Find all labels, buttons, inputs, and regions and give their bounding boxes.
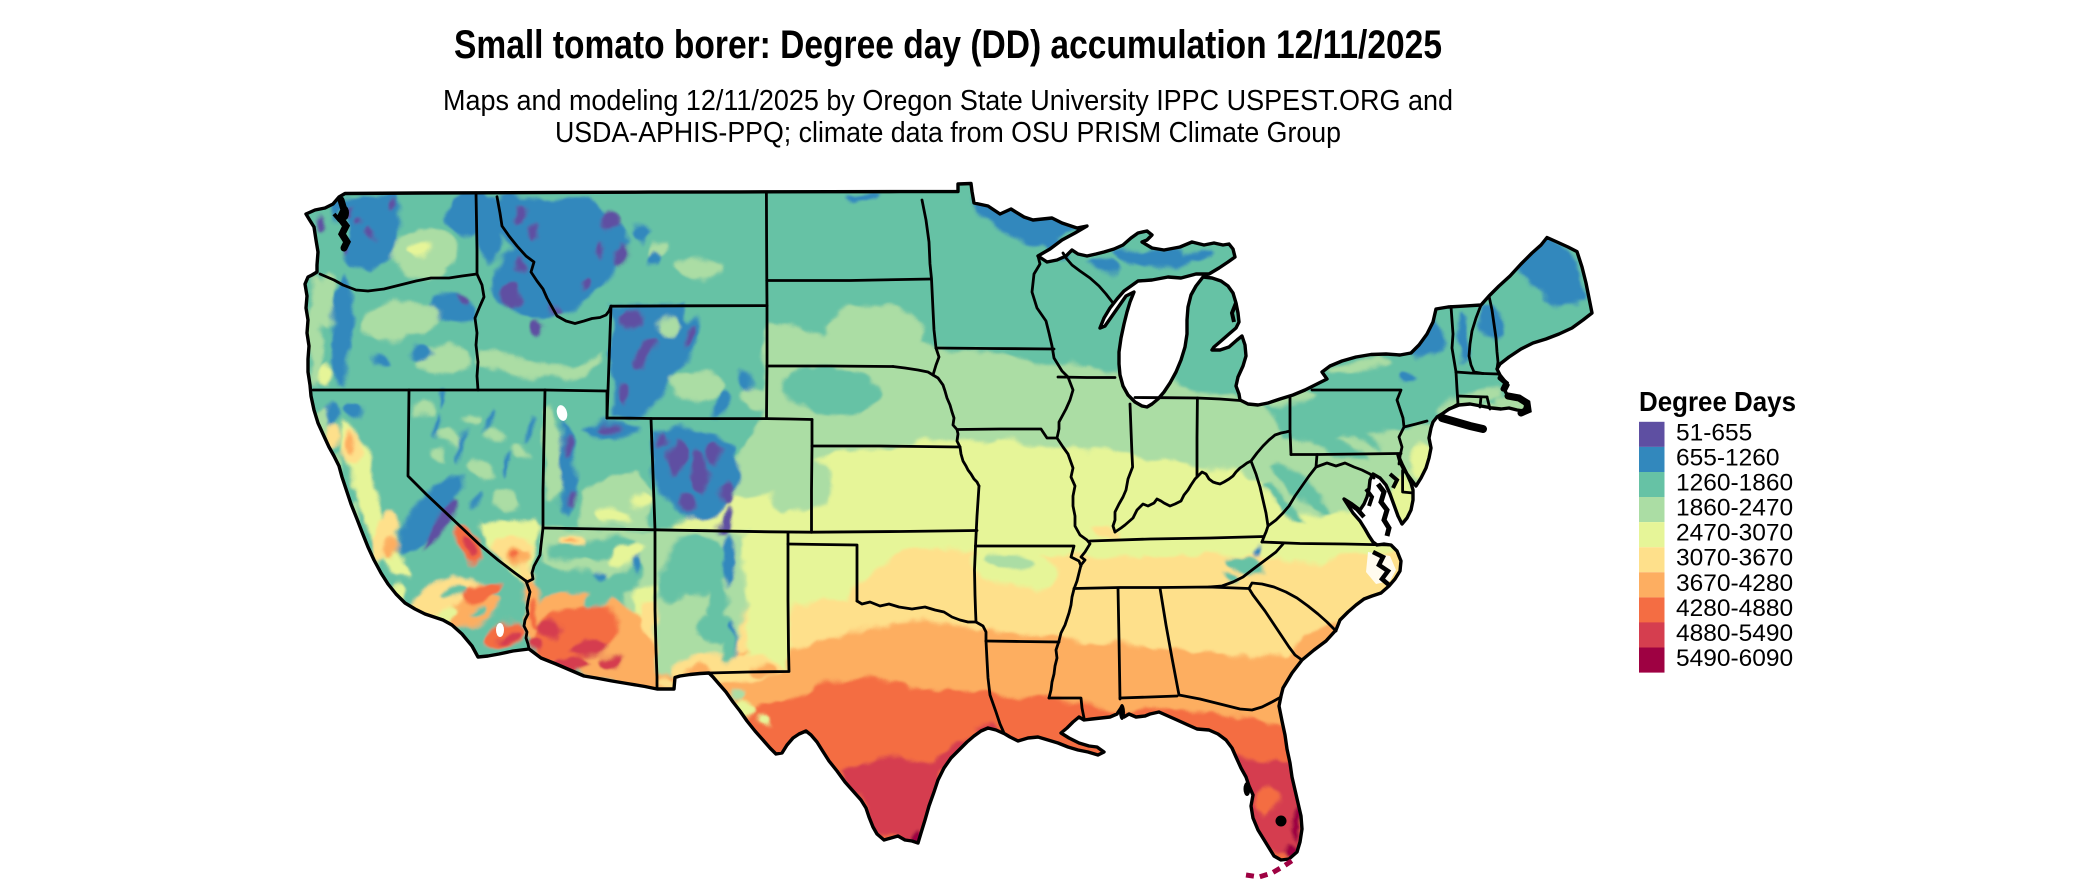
svg-text:2470-3070: 2470-3070 [1676, 520, 1793, 547]
svg-text:1260-1860: 1260-1860 [1676, 470, 1793, 497]
svg-text:5490-6090: 5490-6090 [1676, 645, 1793, 672]
svg-text:51-655: 51-655 [1676, 419, 1752, 446]
svg-text:3070-3670: 3070-3670 [1676, 545, 1793, 572]
svg-text:4880-5490: 4880-5490 [1676, 620, 1793, 647]
svg-text:3670-4280: 3670-4280 [1676, 570, 1793, 597]
svg-text:Small tomato borer: Degree day: Small tomato borer: Degree day (DD) accu… [454, 23, 1442, 67]
svg-text:USDA-APHIS-PPQ; climate data f: USDA-APHIS-PPQ; climate data from OSU PR… [555, 117, 1341, 149]
svg-text:1860-2470: 1860-2470 [1676, 495, 1793, 522]
svg-text:4280-4880: 4280-4880 [1676, 595, 1793, 622]
svg-text:655-1260: 655-1260 [1676, 444, 1780, 471]
svg-text:Degree Days: Degree Days [1639, 386, 1796, 417]
svg-text:Maps and modeling 12/11/2025 b: Maps and modeling 12/11/2025 by Oregon S… [443, 85, 1453, 117]
